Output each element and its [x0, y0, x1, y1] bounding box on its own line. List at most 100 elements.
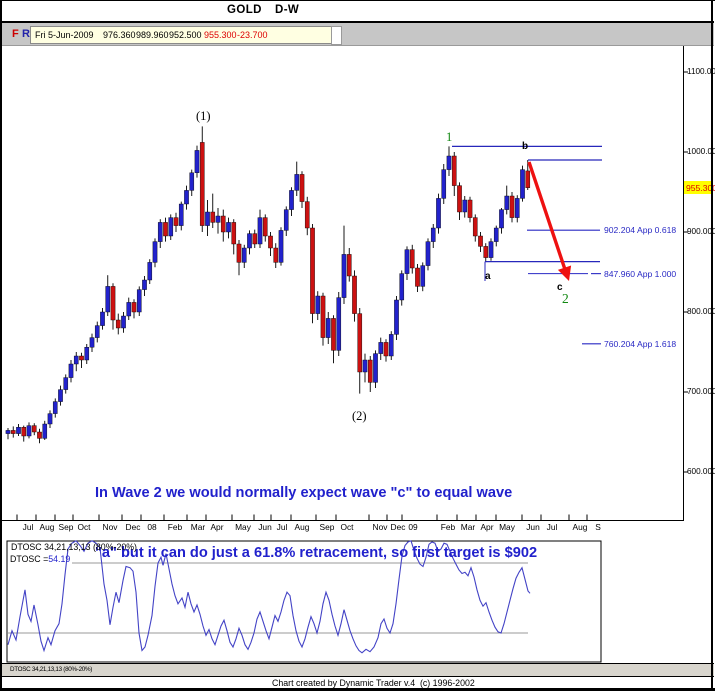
candle-body: [299, 174, 305, 202]
candle-body: [509, 195, 515, 218]
quote-high: 989.960: [136, 29, 169, 40]
month-label: Dec: [125, 522, 141, 532]
price-tick-label: 1100.00: [687, 67, 715, 76]
projection-arrow-shaft: [527, 161, 567, 269]
candle-body: [315, 295, 321, 314]
candle-body: [184, 190, 189, 205]
r-button[interactable]: R: [22, 28, 30, 40]
quote-open: 976.360: [103, 29, 136, 40]
candle-body: [247, 233, 252, 249]
candle-body: [5, 430, 11, 434]
candle-body: [283, 209, 289, 231]
month-label: 09: [408, 522, 418, 532]
candle-body: [357, 313, 363, 373]
wave-label-b: b: [522, 141, 529, 152]
candle-body: [226, 222, 231, 233]
window-border-left: [0, 0, 2, 691]
candle-body: [84, 347, 90, 361]
candle-body: [373, 353, 378, 383]
month-label: Mar: [460, 522, 476, 532]
candle-body: [520, 169, 525, 199]
wave-label-1: 1: [446, 130, 453, 144]
toolbar-separator: [331, 26, 342, 45]
candle-body: [94, 325, 100, 338]
symbol-title: GOLD: [227, 4, 262, 16]
candle-body: [483, 246, 489, 258]
candle-body: [79, 355, 84, 361]
candle-body: [310, 227, 315, 314]
candle-body: [441, 169, 447, 199]
candle-body: [425, 241, 431, 266]
candle-body: [89, 337, 95, 348]
candle-body: [152, 241, 158, 263]
month-label: May: [499, 522, 515, 532]
candle-body: [367, 359, 373, 383]
candle-body: [26, 425, 32, 437]
fib-level-label: 760.204 App 1.618: [604, 338, 677, 349]
title-bar: [1, 1, 714, 23]
projection-arrow-head: [557, 265, 572, 281]
candle-body: [409, 249, 415, 269]
price-tick-label: 900.000: [687, 227, 715, 236]
candle-body: [110, 286, 116, 321]
candle-body: [352, 275, 357, 314]
candle-body: [289, 190, 294, 210]
candle-body: [189, 172, 195, 191]
candle-body: [273, 247, 279, 263]
footer-band: [1, 677, 714, 688]
candle-body: [362, 359, 368, 373]
candle-body: [404, 249, 410, 274]
month-label: Jul: [22, 522, 34, 532]
dtosc-tab[interactable]: DTOSC 34,21,13,13 (80%-20%): [10, 665, 93, 673]
candle-body: [336, 297, 342, 351]
oscillator-value-label: DTOSC =: [10, 554, 49, 564]
candle-body: [10, 430, 16, 434]
candle-body: [131, 302, 137, 313]
candle-body: [215, 215, 221, 223]
candle-body: [68, 363, 74, 378]
annotation-line-2: "a" but it can do just a 61.8% retraceme…: [95, 545, 538, 561]
candle-body: [420, 265, 426, 287]
annotation-line-1: In Wave 2 we would normally expect wave …: [95, 485, 513, 501]
candle-body: [472, 217, 478, 237]
candle-body: [478, 235, 483, 247]
candle-body: [157, 222, 163, 242]
candle-body: [147, 262, 153, 281]
month-label: Jun: [258, 522, 272, 532]
candle-body: [31, 425, 37, 433]
f-button[interactable]: F: [12, 28, 19, 40]
month-label: Jul: [546, 522, 558, 532]
month-label: Dec: [390, 522, 406, 532]
candle-body: [42, 423, 48, 439]
candle-body: [231, 222, 237, 245]
month-label: Sep: [319, 522, 335, 532]
timeframe-title: D-W: [275, 4, 300, 16]
candle-body: [205, 211, 210, 226]
month-label: Sep: [58, 522, 74, 532]
month-label: Nov: [102, 522, 118, 532]
candle-body: [430, 227, 436, 242]
month-label: Jul: [276, 522, 288, 532]
candle-body: [488, 241, 494, 258]
candle-body: [173, 217, 179, 226]
candle-body: [73, 355, 79, 365]
candle-body: [121, 315, 126, 329]
month-label: S: [595, 522, 601, 532]
oscillator-header: DTOSC 34,21,13,13 (80%-20%): [11, 542, 137, 552]
candle-body: [467, 199, 473, 218]
month-label: 08: [147, 522, 157, 532]
candle-body: [210, 211, 216, 223]
current-price-tag: [684, 181, 713, 194]
candle-body: [462, 199, 468, 213]
candle-body: [52, 401, 58, 414]
candle-body: [105, 286, 111, 313]
price-tick-label: 600.000: [687, 467, 715, 476]
candle-body: [168, 217, 174, 237]
candle-body: [514, 198, 520, 218]
month-label: Oct: [77, 522, 91, 532]
candle-body: [163, 222, 168, 237]
candle-body: [331, 318, 336, 351]
candle-body: [504, 195, 510, 210]
candle-body: [236, 243, 242, 263]
candle-body: [47, 413, 53, 425]
